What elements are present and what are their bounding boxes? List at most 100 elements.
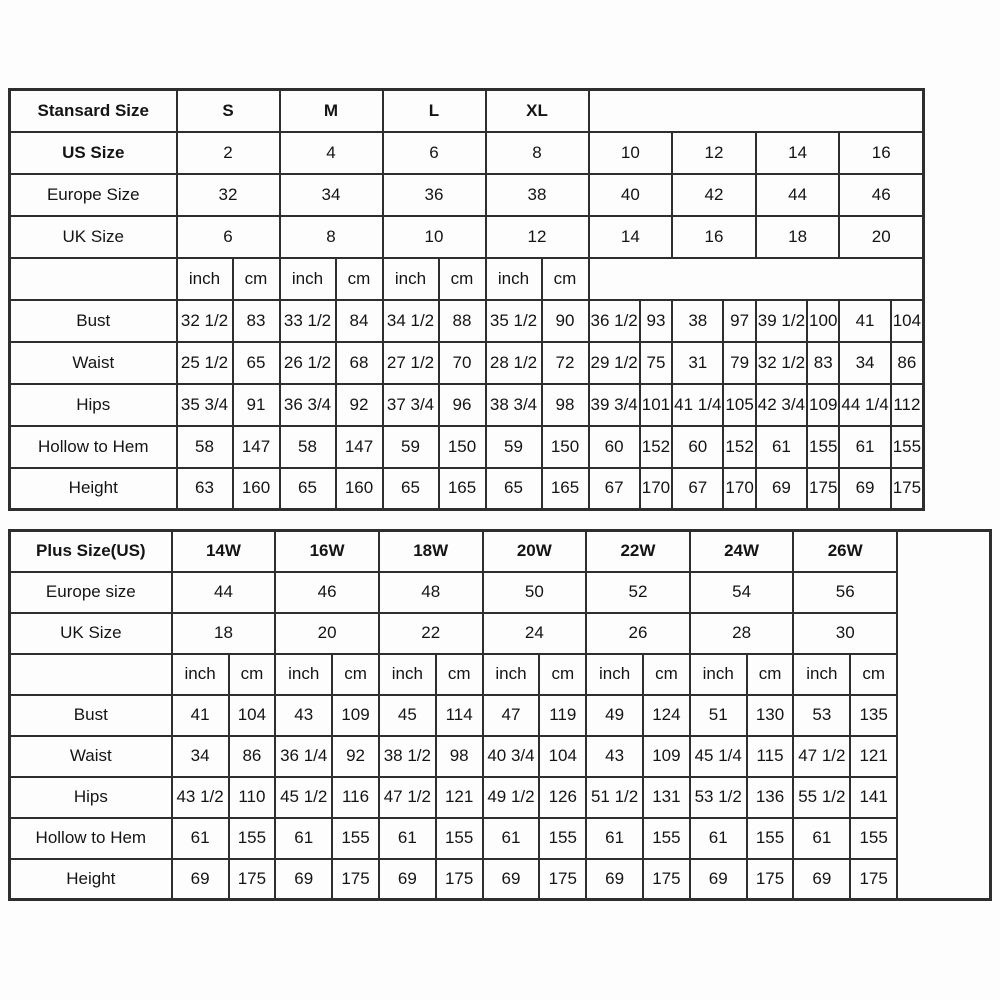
measurement-cell: 47 1/2 [377, 775, 437, 819]
measurement-cell: 121 [849, 734, 899, 778]
measurement-cell: 34 [170, 734, 230, 778]
size-cell: 38 [484, 172, 590, 217]
measurement-cell: 93 [638, 298, 674, 343]
measurement-cell: 65 [231, 340, 281, 385]
measurement-cell: 67 [671, 466, 725, 511]
standard-size-table: Stansard Size S M L XL US Size 2 4 6 8 10 12 14 16 Eur… [8, 88, 926, 511]
measurement-cell: 44 1/4 [838, 382, 892, 427]
measurement-cell: 75 [638, 340, 674, 385]
empty-cell [896, 529, 992, 901]
measurement-cell: 49 1/2 [481, 775, 541, 819]
measurement-cell: 175 [849, 857, 899, 901]
measurement-cell: 175 [331, 857, 380, 901]
measurement-cell: 42 3/4 [754, 382, 809, 427]
measurement-cell: 104 [227, 693, 277, 737]
measurement-cell: 109 [331, 693, 380, 737]
measurement-cell: 112 [889, 382, 925, 427]
measurement-cell: 61 [754, 424, 809, 469]
unit-inch-label: inch [484, 256, 543, 301]
measurement-cell: 175 [642, 857, 691, 901]
measurement-cell: 96 [437, 382, 487, 427]
measurement-cell: 37 3/4 [381, 382, 440, 427]
size-cell: 20 [838, 214, 925, 259]
measurement-cell: 116 [331, 775, 380, 819]
unit-inch-label: inch [170, 652, 230, 696]
measurement-cell: 135 [849, 693, 899, 737]
measurement-cell: 45 1/4 [688, 734, 748, 778]
measurement-cell: 88 [437, 298, 487, 343]
measurement-cell: 92 [334, 382, 384, 427]
measurement-cell: 175 [538, 857, 588, 901]
measurement-cell: 152 [638, 424, 674, 469]
unit-cm-label: cm [642, 652, 691, 696]
plus_table-title: Plus Size(US) [8, 529, 173, 573]
size-cell: 10 [587, 130, 674, 175]
measurement-cell: 61 [274, 816, 334, 860]
size-cell: 44 [170, 570, 277, 614]
plus-size-table: Plus Size(US) 14W 16W 18W 20W 22W 24W 26W Europe… [8, 529, 992, 901]
measurement-cell: 155 [331, 816, 380, 860]
size-group-header: 18W [377, 529, 484, 573]
measurement-cell: 38 [671, 298, 725, 343]
measurement-cell: 98 [434, 734, 484, 778]
unit-cm-label: cm [437, 256, 487, 301]
row-label: Europe size [8, 570, 173, 614]
size-group-header: 20W [481, 529, 588, 573]
measurement-cell: 33 1/2 [278, 298, 337, 343]
measurement-cell: 109 [806, 382, 841, 427]
unit-inch-label: inch [481, 652, 541, 696]
unit-cm-label: cm [538, 652, 588, 696]
size-cell: 46 [838, 172, 925, 217]
measurement-cell: 105 [722, 382, 757, 427]
measurement-cell: 31 [671, 340, 725, 385]
measurement-cell: 60 [587, 424, 641, 469]
size-group-header: 24W [688, 529, 795, 573]
measurement-cell: 165 [540, 466, 590, 511]
measurement-cell: 61 [838, 424, 892, 469]
measurement-cell: 119 [538, 693, 588, 737]
unit-cm-label: cm [434, 652, 484, 696]
row-label: Height [8, 857, 173, 901]
measurement-cell: 32 1/2 [754, 340, 809, 385]
size-cell: 10 [381, 214, 487, 259]
size-cell: 52 [585, 570, 691, 614]
measurement-cell: 155 [745, 816, 795, 860]
size-cell: 36 [381, 172, 487, 217]
measurement-cell: 150 [437, 424, 487, 469]
row-label: UK Size [8, 214, 178, 259]
measurement-cell: 69 [377, 857, 437, 901]
size-cell: 2 [175, 130, 281, 175]
measurement-cell: 155 [642, 816, 691, 860]
measurement-cell: 175 [745, 857, 795, 901]
size-group-header: S [175, 88, 281, 133]
measurement-cell: 90 [540, 298, 590, 343]
measurement-cell: 65 [484, 466, 543, 511]
measurement-cell: 126 [538, 775, 588, 819]
measurement-cell: 165 [437, 466, 487, 511]
row-label: Hips [8, 382, 178, 427]
size-cell: 6 [175, 214, 281, 259]
measurement-cell: 109 [642, 734, 691, 778]
size-group-header: 14W [170, 529, 277, 573]
unit-inch-label: inch [278, 256, 337, 301]
row-label: Hips [8, 775, 173, 819]
measurement-cell: 45 [377, 693, 437, 737]
measurement-cell: 47 [481, 693, 541, 737]
size-cell: 18 [754, 214, 841, 259]
measurement-cell: 38 1/2 [377, 734, 437, 778]
measurement-cell: 49 [585, 693, 645, 737]
measurement-cell: 51 [688, 693, 748, 737]
measurement-cell: 67 [587, 466, 641, 511]
size-group-header: M [278, 88, 384, 133]
row-label-empty [8, 256, 178, 301]
measurement-cell: 69 [481, 857, 541, 901]
measurement-cell: 84 [334, 298, 384, 343]
size-cell: 48 [377, 570, 484, 614]
measurement-cell: 39 1/2 [754, 298, 809, 343]
measurement-cell: 175 [434, 857, 484, 901]
measurement-cell: 53 1/2 [688, 775, 748, 819]
measurement-cell: 53 [792, 693, 852, 737]
measurement-cell: 175 [806, 466, 841, 511]
measurement-cell: 69 [838, 466, 892, 511]
size-cell: 32 [175, 172, 281, 217]
